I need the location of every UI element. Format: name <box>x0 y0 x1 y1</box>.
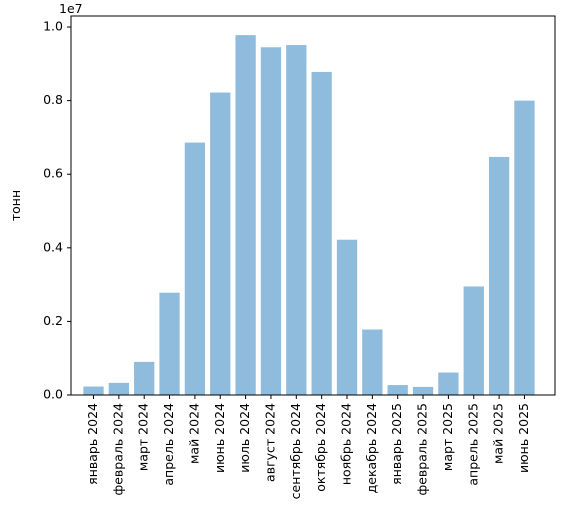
x-tick-label: апрель 2025 <box>465 403 480 486</box>
x-tick-label: май 2024 <box>186 403 201 464</box>
x-tick-label: март 2024 <box>136 403 151 471</box>
x-tick-label: январь 2024 <box>85 403 100 485</box>
bar <box>210 92 231 395</box>
y-tick-label: 0.6 <box>43 166 63 181</box>
y-tick-label: 0.0 <box>43 387 63 402</box>
y-offset-text: 1e7 <box>59 1 83 16</box>
x-tick-label: февраль 2025 <box>415 403 430 495</box>
y-tick-label: 1.0 <box>43 19 63 34</box>
x-tick-label: август 2024 <box>262 403 277 482</box>
bar <box>463 286 484 395</box>
x-tick-label: июль 2024 <box>237 403 252 473</box>
x-tick-label: декабрь 2024 <box>364 403 379 493</box>
x-axis: январь 2024 февраль 2024 март 2024 апрель 2… <box>85 395 531 499</box>
bar <box>514 100 535 395</box>
x-tick-label: июнь 2024 <box>212 403 227 473</box>
bar <box>438 372 459 395</box>
bar <box>387 385 408 395</box>
x-tick-label: сентябрь 2024 <box>288 403 303 499</box>
bar <box>260 47 282 395</box>
plot-frame <box>70 15 556 396</box>
x-tick-label: март 2025 <box>440 403 455 471</box>
x-tick-label: апрель 2024 <box>161 403 176 486</box>
x-tick-label: октябрь 2024 <box>313 403 328 492</box>
y-axis: 0.0 0.2 0.4 0.6 0.8 1.0 <box>43 19 71 402</box>
bar <box>134 361 155 395</box>
bar <box>286 45 307 395</box>
bar <box>184 142 206 395</box>
bar <box>488 156 510 395</box>
x-tick-label: ноябрь 2024 <box>339 403 354 485</box>
x-tick-label: май 2025 <box>491 403 506 464</box>
bars-group <box>83 35 535 396</box>
x-tick-label: февраль 2024 <box>110 403 125 496</box>
x-tick-label: январь 2025 <box>389 403 404 485</box>
y-tick-label: 0.4 <box>43 239 63 254</box>
x-tick-label: июнь 2025 <box>516 403 531 473</box>
bar <box>311 71 332 395</box>
y-axis-label: тонн <box>8 190 23 221</box>
bar <box>108 382 129 395</box>
bar <box>412 386 434 395</box>
bar <box>336 239 358 395</box>
bar <box>362 329 383 395</box>
y-tick-label: 0.8 <box>43 92 63 107</box>
bar <box>235 35 256 396</box>
bar <box>159 292 180 395</box>
y-tick-label: 0.2 <box>43 313 63 328</box>
bar <box>83 386 104 395</box>
